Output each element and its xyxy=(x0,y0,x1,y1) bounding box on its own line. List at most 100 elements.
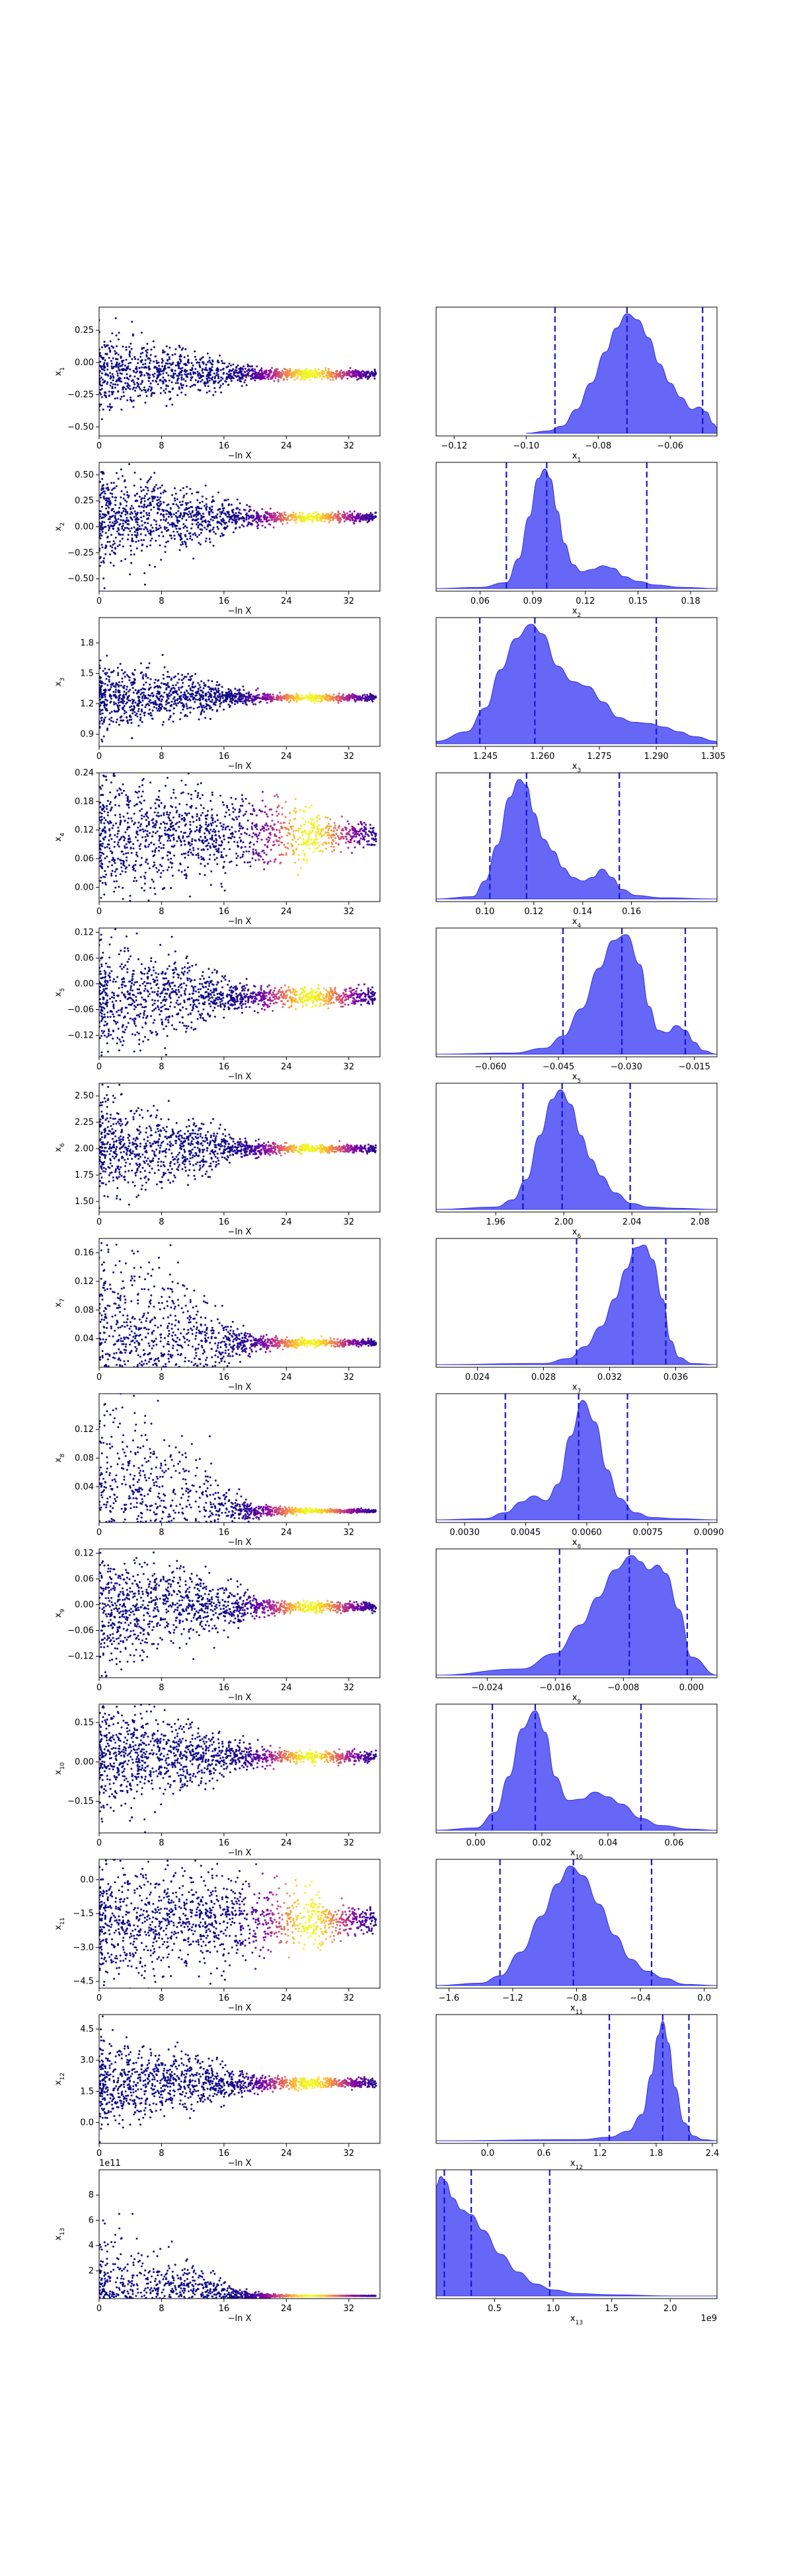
scatter-point xyxy=(155,355,157,357)
scatter-point xyxy=(297,375,299,378)
scatter-point xyxy=(104,716,106,719)
scatter-point xyxy=(105,499,108,502)
scatter-point xyxy=(149,382,152,384)
scatter-point xyxy=(170,687,173,690)
scatter-point xyxy=(151,497,154,499)
scatter-point xyxy=(336,699,339,701)
scatter-point xyxy=(147,388,150,390)
scatter-point xyxy=(256,525,258,528)
scatter-point xyxy=(197,373,200,375)
scatter-point xyxy=(139,829,141,832)
scatter-point xyxy=(187,854,190,857)
scatter-point xyxy=(206,381,209,384)
scatter-point xyxy=(161,705,163,708)
scatter-point xyxy=(247,514,250,517)
scatter-point xyxy=(232,531,235,534)
scatter-point xyxy=(246,363,249,366)
scatter-point xyxy=(114,547,116,550)
scatter-point xyxy=(104,883,107,886)
scatter-point xyxy=(130,554,132,556)
scatter-point xyxy=(270,513,273,515)
scatter-point xyxy=(286,695,289,698)
scatter-point xyxy=(163,378,166,381)
scatter-point xyxy=(217,851,220,853)
scatter-point xyxy=(167,676,169,678)
scatter-point xyxy=(305,805,307,808)
scatter-point xyxy=(261,828,264,830)
scatter-point xyxy=(157,692,160,694)
scatter-point xyxy=(114,520,116,522)
scatter-point xyxy=(112,773,115,775)
scatter-point xyxy=(367,840,370,842)
scatter-point xyxy=(251,701,254,703)
scatter-point xyxy=(167,366,169,369)
scatter-point xyxy=(210,690,213,693)
scatter-point xyxy=(153,392,156,394)
scatter-point xyxy=(234,695,237,698)
scatter-point xyxy=(132,333,134,336)
scatter-point xyxy=(237,507,239,509)
scatter-point xyxy=(206,830,208,832)
scatter-point xyxy=(200,515,203,517)
scatter-point xyxy=(260,520,262,523)
scatter-point xyxy=(185,384,188,387)
scatter-point xyxy=(272,526,275,528)
scatter-point xyxy=(124,847,126,849)
scatter-point xyxy=(193,384,196,386)
scatter-point xyxy=(180,532,182,535)
scatter-point xyxy=(126,382,129,384)
scatter-point xyxy=(237,693,239,696)
scatter-point xyxy=(317,513,319,515)
scatter-point xyxy=(133,484,135,487)
scatter-point xyxy=(256,522,258,524)
scatter-point xyxy=(278,376,280,378)
scatter-point xyxy=(120,396,123,398)
scatter-point xyxy=(249,509,252,511)
scatter-point xyxy=(100,816,102,818)
scatter-point xyxy=(121,680,124,683)
scatter-point xyxy=(244,367,246,370)
scatter-point xyxy=(171,692,174,694)
scatter-point xyxy=(197,698,200,701)
scatter-point xyxy=(178,813,180,816)
scatter-point xyxy=(146,830,149,832)
scatter-point xyxy=(117,707,120,709)
scatter-point xyxy=(103,497,106,500)
scatter-point xyxy=(273,380,276,382)
scatter-point xyxy=(190,689,192,692)
scatter-point xyxy=(205,509,208,511)
scatter-point xyxy=(206,700,208,703)
scatter-point xyxy=(242,373,245,376)
scatter-point xyxy=(352,374,355,376)
scatter-point xyxy=(191,840,194,843)
scatter-point xyxy=(198,361,201,364)
scatter-point xyxy=(345,516,348,519)
scatter-point xyxy=(187,692,190,694)
scatter-point xyxy=(204,382,206,385)
scatter-point xyxy=(174,369,176,372)
scatter-ytick-label: 0.9 xyxy=(80,730,94,740)
scatter-point xyxy=(234,516,237,519)
scatter-point xyxy=(185,519,188,521)
scatter-point xyxy=(368,843,370,846)
scatter-point xyxy=(266,695,269,698)
scatter-point xyxy=(143,572,146,575)
scatter-point xyxy=(175,704,178,707)
scatter-point xyxy=(102,381,104,384)
scatter-point xyxy=(129,699,132,702)
scatter-point xyxy=(105,873,107,876)
scatter-point xyxy=(347,372,350,375)
scatter-point xyxy=(196,692,199,694)
scatter-point xyxy=(154,699,157,702)
scatter-point xyxy=(221,697,224,699)
scatter-point xyxy=(107,675,110,678)
scatter-point xyxy=(159,486,161,489)
scatter-point xyxy=(259,829,262,831)
scatter-point xyxy=(241,524,243,526)
scatter-point xyxy=(140,688,142,691)
scatter-point xyxy=(199,389,202,392)
scatter-point xyxy=(188,685,190,687)
scatter-point xyxy=(215,515,217,517)
scatter-point xyxy=(206,380,209,382)
